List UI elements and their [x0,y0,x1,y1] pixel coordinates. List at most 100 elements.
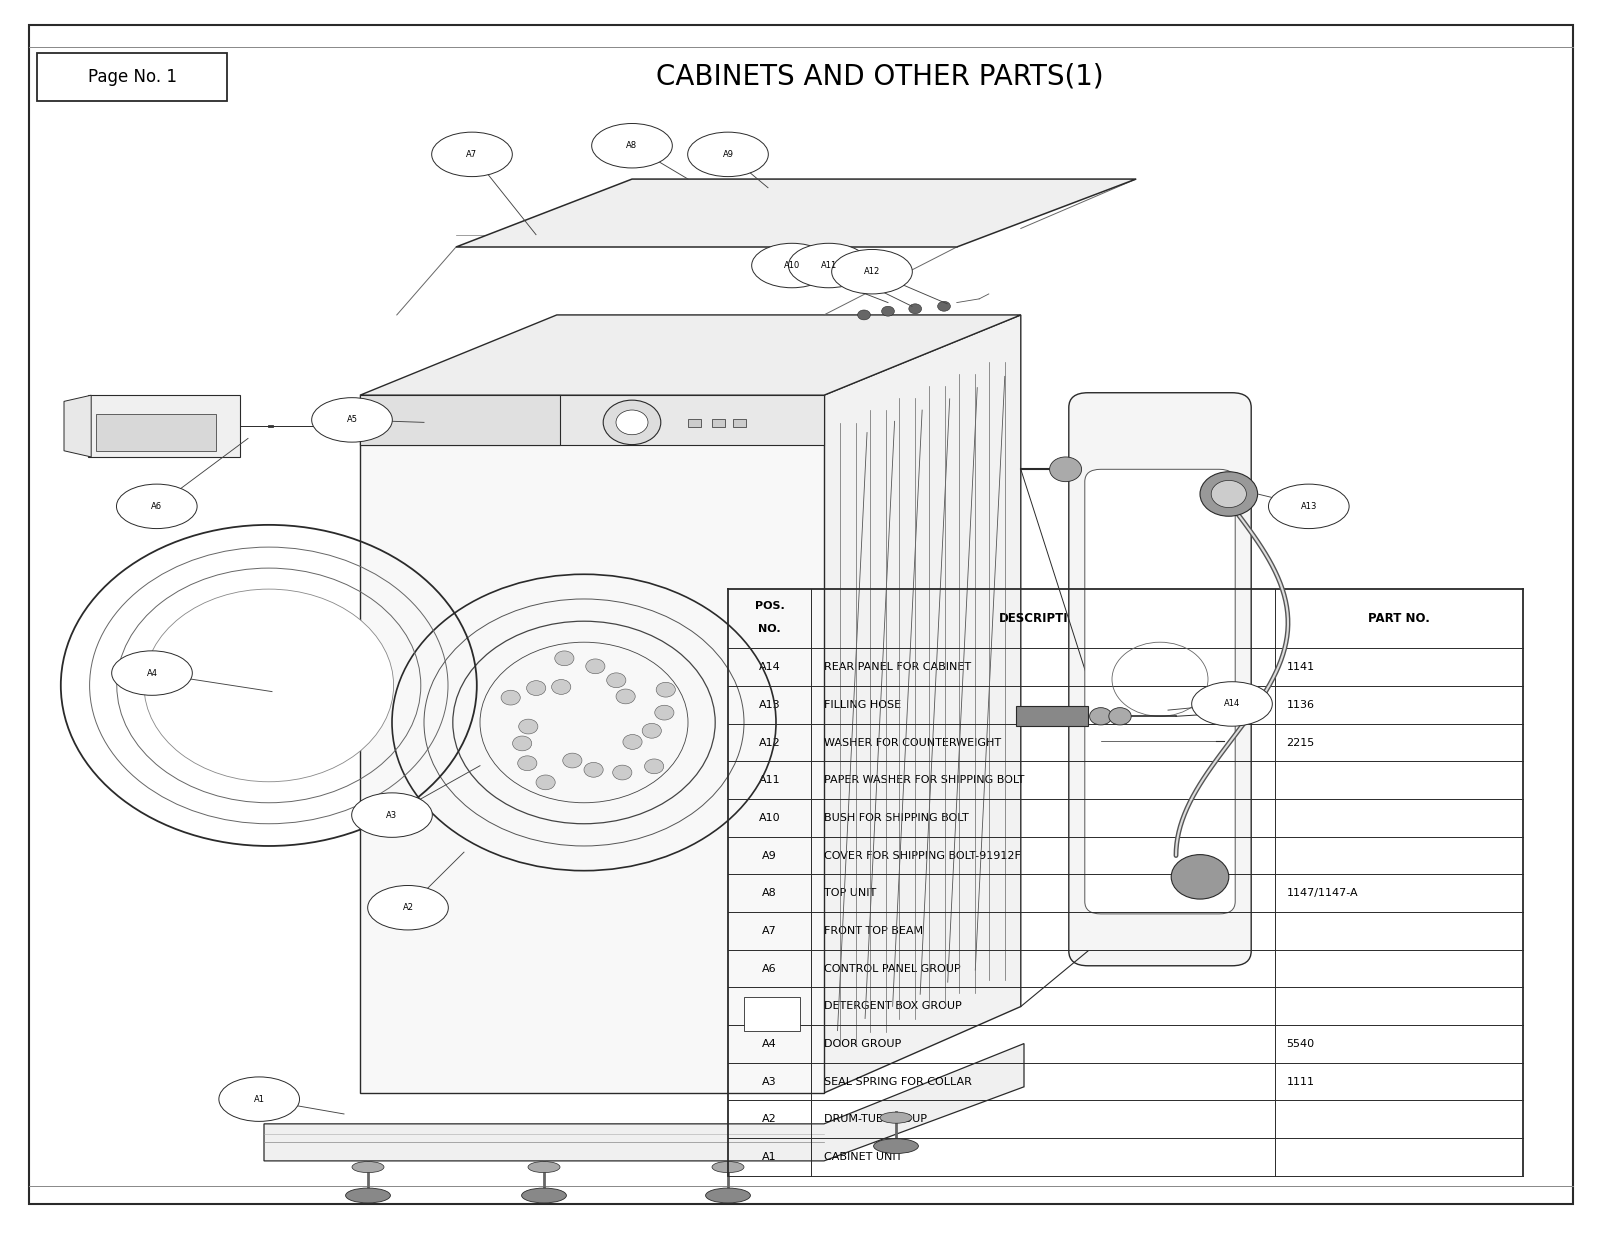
Text: 1136: 1136 [1286,700,1314,710]
Text: A13: A13 [1301,501,1317,511]
Ellipse shape [752,243,832,288]
Ellipse shape [688,132,768,177]
Circle shape [1211,710,1227,722]
Polygon shape [264,1044,1024,1161]
Bar [744,997,800,1031]
Circle shape [654,705,674,720]
Text: DRUM-TUB GROUP: DRUM-TUB GROUP [824,1114,926,1124]
Ellipse shape [312,398,392,442]
Circle shape [563,753,582,768]
Text: NO.: NO. [758,624,781,634]
Ellipse shape [522,1188,566,1203]
Text: A9: A9 [723,149,733,159]
Text: COVER FOR SHIPPING BOLT-91912F: COVER FOR SHIPPING BOLT-91912F [824,851,1021,861]
Circle shape [1211,480,1246,508]
Polygon shape [824,315,1021,1093]
Text: REAR PANEL FOR CABINET: REAR PANEL FOR CABINET [824,662,971,672]
FancyBboxPatch shape [1085,469,1235,914]
FancyBboxPatch shape [1069,393,1251,966]
Text: A6: A6 [152,501,162,511]
Circle shape [1171,855,1229,899]
Text: POS.: POS. [755,601,784,611]
Text: CONTROL PANEL GROUP: CONTROL PANEL GROUP [824,963,960,973]
Circle shape [642,724,661,739]
Bar [1016,706,1088,726]
Bar [96,414,216,451]
Circle shape [512,736,531,751]
Circle shape [586,659,605,674]
Ellipse shape [789,243,869,288]
Text: A8: A8 [627,141,637,151]
Ellipse shape [432,132,512,177]
Ellipse shape [880,1112,912,1124]
FancyBboxPatch shape [37,53,227,101]
Text: SEAL SPRING FOR COLLAR: SEAL SPRING FOR COLLAR [824,1077,971,1087]
Ellipse shape [1269,484,1349,529]
Ellipse shape [528,1161,560,1173]
Text: A12: A12 [864,267,880,277]
Text: A13: A13 [758,700,781,710]
Ellipse shape [346,1188,390,1203]
Text: 2215: 2215 [1286,737,1315,747]
Ellipse shape [592,124,672,168]
Text: A8: A8 [762,888,778,898]
Text: A1: A1 [762,1152,778,1162]
Circle shape [1050,457,1082,482]
Text: DOOR GROUP: DOOR GROUP [824,1039,901,1049]
Circle shape [584,762,603,777]
Circle shape [616,689,635,704]
Text: Page No. 1: Page No. 1 [88,68,178,85]
Text: A7: A7 [762,926,778,936]
Ellipse shape [352,1161,384,1173]
Text: A11: A11 [821,261,837,270]
Circle shape [552,679,571,694]
Text: BUSH FOR SHIPPING BOLT: BUSH FOR SHIPPING BOLT [824,813,968,823]
Circle shape [1200,472,1258,516]
Text: A7: A7 [467,149,477,159]
Text: A14: A14 [1224,699,1240,709]
Text: 1147/1147-A: 1147/1147-A [1286,888,1358,898]
Circle shape [909,304,922,314]
Text: 1111: 1111 [1286,1077,1314,1087]
Text: A10: A10 [784,261,800,270]
Ellipse shape [712,1161,744,1173]
Text: PART NO.: PART NO. [1368,613,1430,625]
Polygon shape [360,395,824,1093]
Polygon shape [360,395,824,445]
Text: A6: A6 [762,963,778,973]
Circle shape [938,301,950,311]
Polygon shape [88,395,240,457]
Text: A5: A5 [762,1002,778,1011]
Polygon shape [360,395,560,445]
Text: PAPER WASHER FOR SHIPPING BOLT: PAPER WASHER FOR SHIPPING BOLT [824,776,1024,785]
Text: A5: A5 [347,415,357,425]
Ellipse shape [1192,682,1272,726]
Bar [712,419,725,427]
Text: A10: A10 [758,813,781,823]
Circle shape [518,719,538,734]
Text: WASHER FOR COUNTERWEIGHT: WASHER FOR COUNTERWEIGHT [824,737,1002,747]
Text: A9: A9 [762,851,778,861]
Circle shape [144,589,394,782]
Polygon shape [456,179,1136,247]
Circle shape [882,306,894,316]
Text: A11: A11 [758,776,781,785]
Ellipse shape [706,1188,750,1203]
Text: A3: A3 [762,1077,778,1087]
Circle shape [1090,708,1112,725]
Circle shape [613,766,632,781]
Text: CABINET UNIT: CABINET UNIT [824,1152,902,1162]
Ellipse shape [352,793,432,837]
Polygon shape [360,315,1021,395]
Ellipse shape [874,1139,918,1153]
Text: 5540: 5540 [1286,1039,1315,1049]
Text: FRONT TOP BEAM: FRONT TOP BEAM [824,926,923,936]
Text: CABINETS AND OTHER PARTS(1): CABINETS AND OTHER PARTS(1) [656,63,1104,90]
Text: A2: A2 [403,903,413,913]
Text: A2: A2 [762,1114,778,1124]
Circle shape [616,410,648,435]
Circle shape [656,682,675,697]
Text: FILLING HOSE: FILLING HOSE [824,700,901,710]
Circle shape [501,690,520,705]
Circle shape [858,310,870,320]
